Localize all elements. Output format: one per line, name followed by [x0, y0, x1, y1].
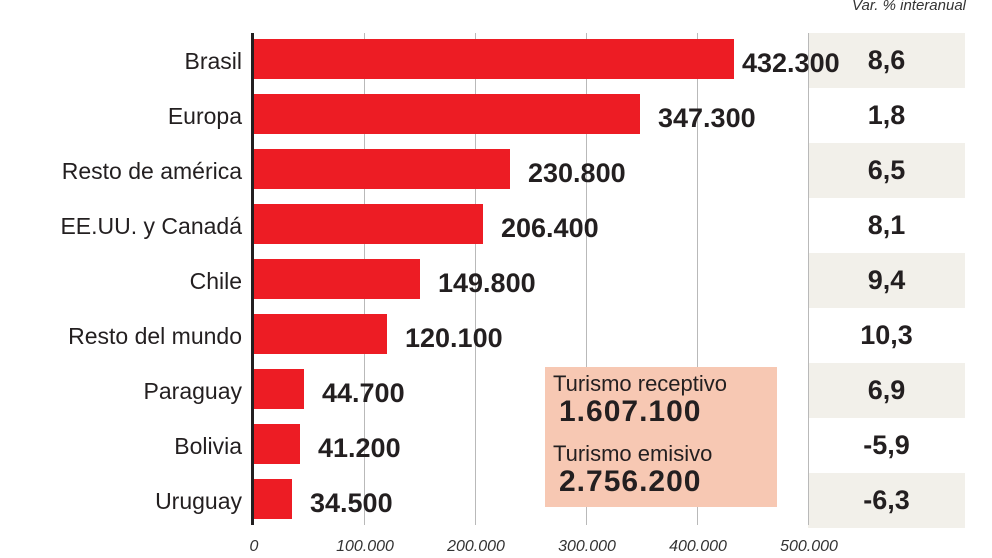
category-label: Resto del mundo: [68, 323, 242, 349]
var-header: Var. % interanual: [852, 0, 966, 14]
value-label: 44.700: [322, 378, 405, 408]
bar: [254, 479, 292, 519]
x-tick-label: 100.000: [336, 538, 394, 555]
variation-value: -6,3: [863, 485, 910, 515]
bar: [254, 39, 734, 79]
bar: [254, 149, 510, 189]
variation-value: 9,4: [867, 265, 906, 295]
variation-row: 9,4: [808, 253, 965, 308]
x-tick-label: 0: [249, 538, 259, 555]
category-label: Uruguay: [155, 488, 242, 514]
value-label: 432.300: [742, 48, 840, 78]
x-tick-label: 500.000: [780, 538, 838, 555]
category-label: Resto de américa: [61, 158, 242, 184]
emisivo-label: Turismo emisivo: [553, 441, 713, 466]
gridline: [697, 33, 698, 525]
variation-row: 8,1: [808, 198, 965, 253]
x-tick-label: 300.000: [558, 538, 616, 555]
value-label: 41.200: [318, 433, 401, 463]
value-label: 34.500: [310, 488, 393, 518]
value-label: 149.800: [438, 268, 536, 298]
bar: [254, 259, 420, 299]
x-tick-label: 200.000: [447, 538, 505, 555]
variation-value: 8,1: [867, 210, 906, 240]
receptivo-label: Turismo receptivo: [553, 371, 728, 396]
category-label: Bolivia: [174, 433, 242, 459]
category-label: Paraguay: [143, 378, 242, 404]
emisivo-value: 2.756.200: [559, 465, 702, 498]
variation-row: 10,3: [808, 308, 965, 363]
category-label: EE.UU. y Canadá: [60, 213, 242, 239]
gridline: [808, 33, 809, 525]
value-label: 347.300: [658, 103, 756, 133]
bar: [254, 94, 640, 134]
value-label: 120.100: [405, 323, 503, 353]
variation-value: 6,5: [867, 155, 906, 185]
category-label: Chile: [189, 268, 242, 294]
variation-value: 6,9: [867, 375, 906, 405]
gridline: [586, 33, 587, 525]
variation-value: 8,6: [867, 45, 906, 75]
variation-row: 6,5: [808, 143, 965, 198]
bar: [254, 369, 304, 409]
x-tick-label: 400.000: [669, 538, 727, 555]
variation-row: -5,9: [808, 418, 965, 473]
summary-box: Turismo receptivo 1.607.100 Turismo emis…: [545, 367, 777, 507]
gridline: [475, 33, 476, 525]
y-axis-line: [251, 33, 254, 525]
variation-value: 10,3: [860, 320, 913, 350]
value-label: 206.400: [501, 213, 599, 243]
variation-value: -5,9: [863, 430, 910, 460]
variation-row: 6,9: [808, 363, 965, 418]
category-label: Brasil: [184, 48, 242, 74]
category-label: Europa: [167, 103, 242, 129]
bar: [254, 204, 483, 244]
variation-row: 1,8: [808, 88, 965, 143]
value-label: 230.800: [528, 158, 626, 188]
bar: [254, 424, 300, 464]
receptivo-value: 1.607.100: [559, 395, 702, 428]
variation-row: 8,6: [808, 33, 965, 88]
bar: [254, 314, 387, 354]
variation-value: 1,8: [867, 100, 906, 130]
variation-row: -6,3: [808, 473, 965, 528]
